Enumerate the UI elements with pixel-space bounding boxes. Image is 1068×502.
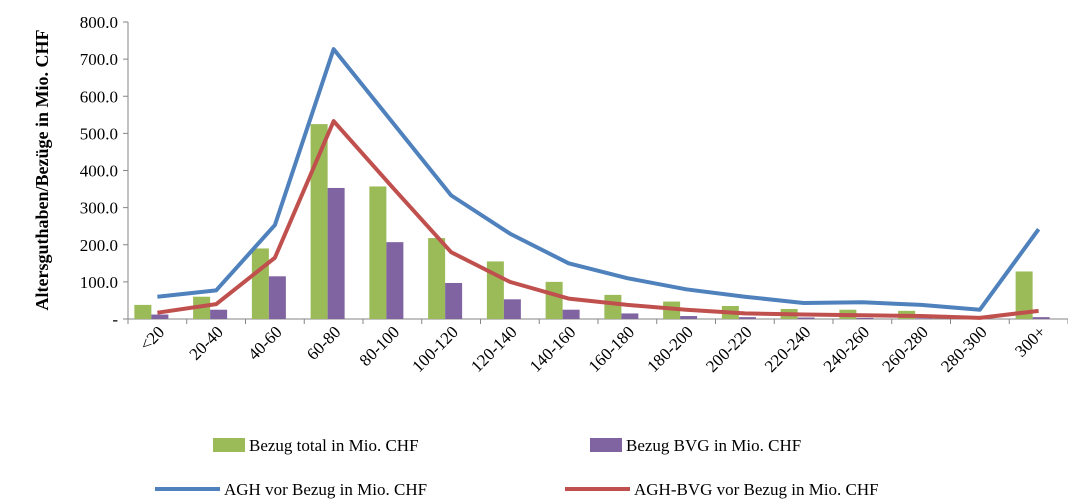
bar [151, 314, 169, 319]
y-axis-label: Altersguthaben/Bezüge in Mio. CHF [32, 30, 52, 311]
y-tick-label: 800.0 [80, 13, 118, 32]
line [157, 119, 1039, 320]
legend-label: Bezug total in Mio. CHF [249, 436, 419, 455]
bar [251, 248, 269, 319]
bar [445, 282, 463, 319]
y-tick-label: 300.0 [80, 199, 118, 218]
x-tick-label: 20-40 [185, 322, 226, 363]
bar [738, 317, 756, 319]
x-tick-label: 220-240 [761, 322, 815, 376]
x-tick-label: 40-60 [244, 322, 285, 363]
x-tick-label: 300+ [1011, 322, 1049, 360]
bar [310, 124, 328, 319]
bar [856, 317, 874, 319]
bar [1032, 317, 1050, 319]
x-tick-label: 120-140 [467, 322, 521, 376]
x-tick-label: <20 [136, 322, 168, 354]
x-tick-label: 260-280 [878, 322, 932, 376]
bar [210, 309, 228, 319]
legend-swatch [213, 438, 245, 452]
bar [327, 187, 345, 319]
y-tick-label: 100.0 [80, 273, 118, 292]
x-tick-label: 180-200 [643, 322, 697, 376]
bar [797, 317, 815, 319]
line [157, 47, 1041, 312]
y-tick-label: 500.0 [80, 124, 118, 143]
x-tick-label: 160-180 [585, 322, 639, 376]
y-tick-label: 200.0 [80, 236, 118, 255]
y-tick-label: 600.0 [80, 87, 118, 106]
bar [268, 276, 286, 319]
legend-label: Bezug BVG in Mio. CHF [626, 436, 801, 455]
bar [369, 186, 387, 319]
x-tick-label: 100-120 [408, 322, 462, 376]
bar [503, 299, 521, 319]
y-tick-label: 400.0 [80, 162, 118, 181]
bar [604, 294, 622, 319]
bar [562, 309, 580, 319]
legend-label: AGH vor Bezug in Mio. CHF [224, 480, 427, 499]
bar [428, 238, 446, 319]
bar [386, 242, 404, 319]
bar [1015, 271, 1033, 319]
x-tick-label: 240-260 [820, 322, 874, 376]
bar [134, 304, 152, 319]
x-tick-label: 60-80 [303, 322, 344, 363]
y-tick-label: - [112, 310, 118, 329]
x-tick-label: 280-300 [937, 322, 991, 376]
y-tick-label: 700.0 [80, 50, 118, 69]
x-tick-label: 80-100 [356, 322, 403, 369]
x-tick-label: 200-220 [702, 322, 756, 376]
bar [915, 318, 933, 319]
legend-label: AGH-BVG vor Bezug in Mio. CHF [634, 480, 879, 499]
legend-swatch [590, 438, 622, 452]
bar [621, 313, 639, 319]
bar [680, 316, 698, 319]
x-tick-label: 140-160 [526, 322, 580, 376]
bar [545, 281, 563, 319]
